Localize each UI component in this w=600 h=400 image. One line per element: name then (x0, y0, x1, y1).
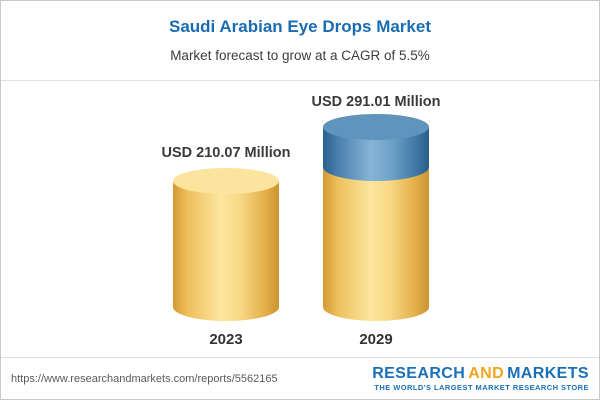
axis-label-2029: 2029 (359, 331, 393, 348)
logo-word-and: AND (468, 364, 505, 382)
value-label-2023: USD 210.07 Million (161, 145, 291, 161)
value-label-2029: USD 291.01 Million (311, 94, 441, 110)
cylinder-bar-2023 (173, 168, 279, 321)
logo-word-markets: MARKETS (507, 364, 589, 382)
logo-word-research: RESEARCH (372, 364, 466, 382)
base-segment-2023 (173, 168, 279, 321)
cylinder-bar-2029 (323, 114, 429, 321)
chart-subtitle: Market forecast to grow at a CAGR of 5.5… (170, 48, 430, 63)
axis-label-2023: 2023 (209, 331, 243, 348)
logo-wordmark: RESEARCH AND MARKETS (372, 365, 589, 383)
growth-segment (323, 114, 429, 181)
report-url: https://www.researchandmarkets.com/repor… (11, 372, 278, 385)
footer: https://www.researchandmarkets.com/repor… (1, 357, 599, 399)
header-divider (1, 80, 599, 81)
researchandmarkets-logo: RESEARCH AND MARKETS THE WORLD'S LARGEST M… (372, 365, 589, 393)
chart-title: Saudi Arabian Eye Drops Market (168, 17, 431, 36)
logo-tagline: THE WORLD'S LARGEST MARKET RESEARCH STOR… (374, 383, 589, 393)
